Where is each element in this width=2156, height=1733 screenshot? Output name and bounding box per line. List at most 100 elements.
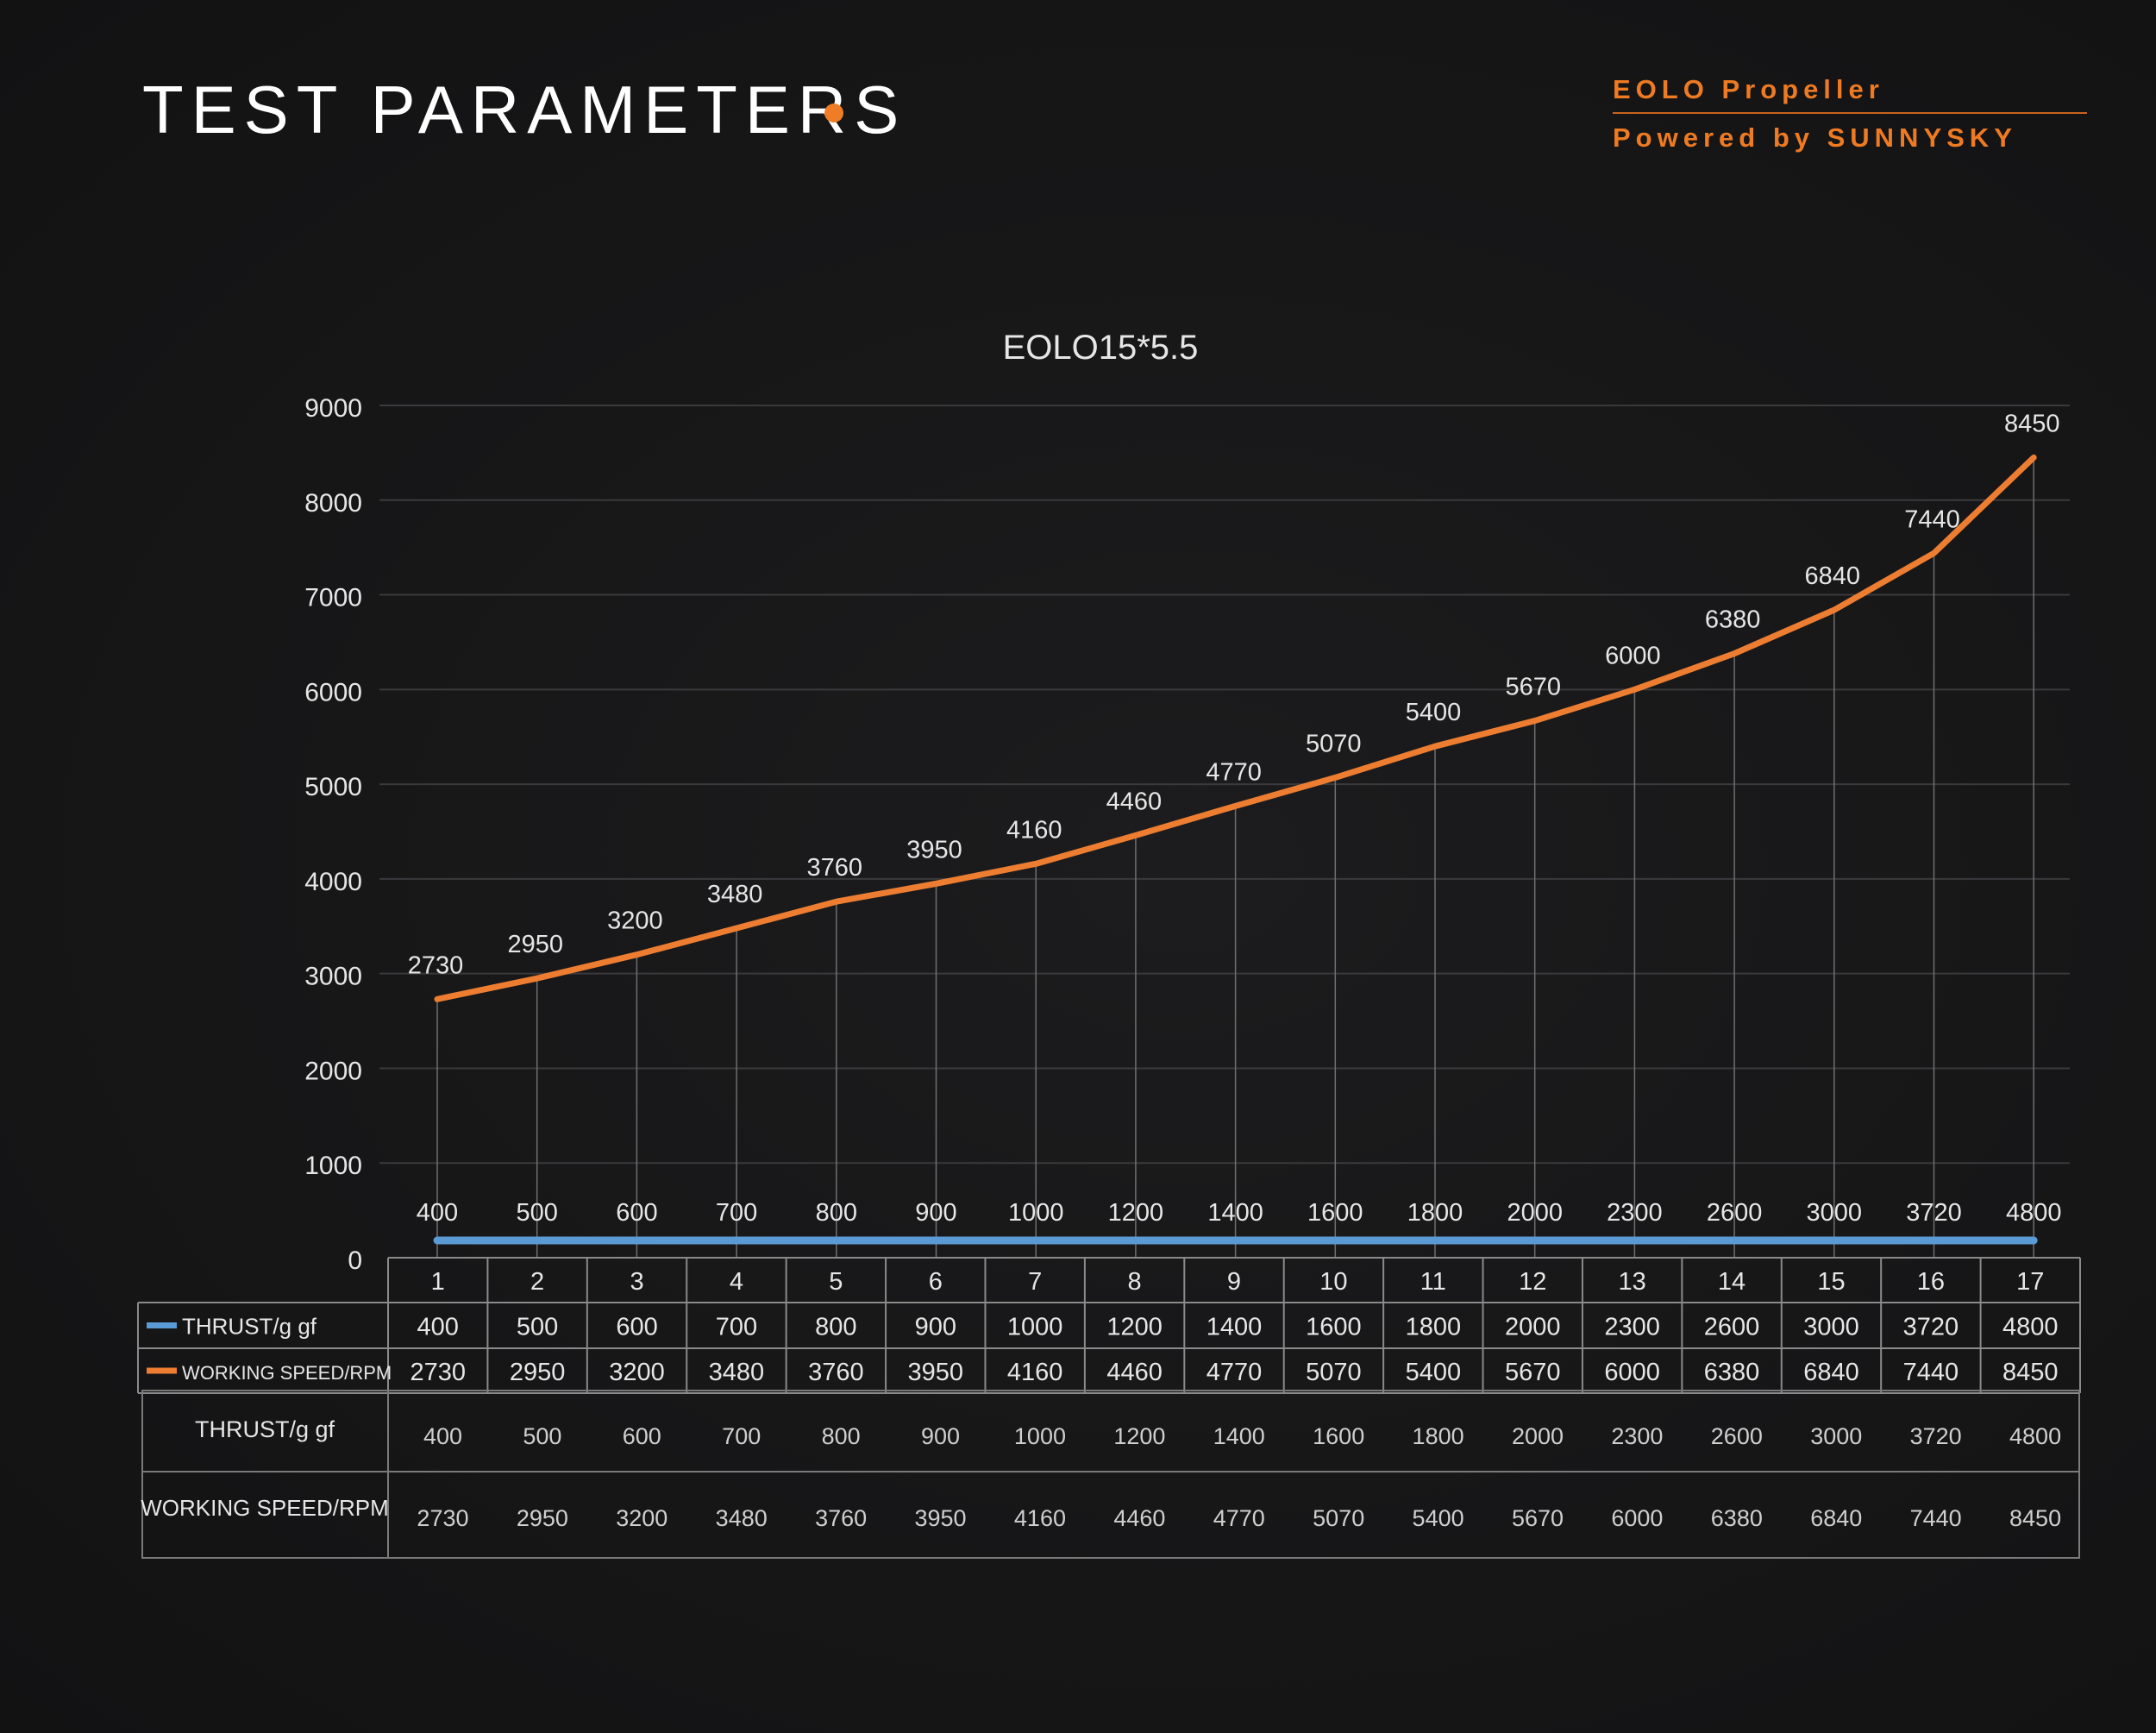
summary-cell: 3950 <box>914 1505 966 1531</box>
y-tick-label: 7000 <box>304 584 362 612</box>
summary-row-label: THRUST/g gf <box>195 1416 335 1442</box>
data-label-speed: 5670 <box>1505 674 1561 701</box>
summary-cell: 7440 <box>1910 1505 1962 1531</box>
data-point-speed <box>536 977 538 980</box>
table-cell: 3200 <box>609 1359 665 1386</box>
data-point-thrust <box>2033 1240 2035 1241</box>
table-cell: 6840 <box>1803 1359 1859 1386</box>
summary-cell: 3760 <box>815 1505 867 1531</box>
table-series-label: THRUST/g gf <box>182 1314 317 1340</box>
data-point-speed <box>1134 834 1137 837</box>
data-label-thrust: 600 <box>616 1199 657 1227</box>
table-category: 8 <box>1128 1268 1142 1296</box>
table-cell: 2950 <box>510 1359 566 1386</box>
table-cell: 3720 <box>1903 1314 1959 1341</box>
table-cell: 700 <box>716 1314 757 1341</box>
data-point-speed <box>1733 652 1736 655</box>
summary-cell: 5400 <box>1413 1505 1464 1531</box>
table-cell: 600 <box>616 1314 657 1341</box>
y-tick-label: 0 <box>348 1246 362 1275</box>
data-point-speed <box>1434 745 1436 748</box>
table-cell: 1400 <box>1206 1314 1263 1341</box>
table-category: 9 <box>1227 1268 1241 1296</box>
data-label-thrust: 1400 <box>1207 1199 1263 1227</box>
table-cell: 900 <box>915 1314 956 1341</box>
data-point-speed <box>1234 805 1237 807</box>
summary-table-frame <box>141 1390 2080 1559</box>
table-series-label: WORKING SPEED/RPM <box>182 1362 392 1384</box>
data-point-thrust <box>1533 1240 1536 1241</box>
table-cell: 400 <box>417 1314 459 1341</box>
data-label-thrust: 700 <box>716 1199 757 1227</box>
summary-cell: 4160 <box>1014 1505 1066 1531</box>
y-tick-label: 8000 <box>304 489 362 518</box>
data-point-speed <box>2033 456 2035 459</box>
data-label-speed: 4160 <box>1006 816 1062 844</box>
summary-cell: 1400 <box>1213 1423 1265 1449</box>
summary-cell: 600 <box>623 1423 661 1449</box>
data-label-speed: 3950 <box>906 836 962 863</box>
table-cell: 1200 <box>1106 1314 1163 1341</box>
data-label-speed: 2730 <box>408 951 464 979</box>
data-point-thrust <box>835 1240 837 1241</box>
table-category: 7 <box>1028 1268 1042 1296</box>
data-label-speed: 3480 <box>707 881 763 908</box>
data-point-speed <box>1833 609 1835 612</box>
data-label-thrust: 500 <box>517 1199 558 1227</box>
table-category: 2 <box>530 1268 544 1296</box>
table-category: 14 <box>1718 1268 1745 1296</box>
table-category: 3 <box>630 1268 643 1296</box>
summary-cell: 500 <box>523 1423 561 1449</box>
table-cell: 1600 <box>1306 1314 1362 1341</box>
data-label-speed: 6840 <box>1805 562 1861 590</box>
data-label-thrust: 4800 <box>2006 1199 2062 1227</box>
data-label-thrust: 3000 <box>1807 1199 1863 1227</box>
summary-cell: 5070 <box>1313 1505 1364 1531</box>
data-label-layer: 400 500 600 700 800 900 1000 1200 1400 1600 1800 20… <box>408 410 2062 1227</box>
summary-cell: 1200 <box>1113 1423 1165 1449</box>
table-cell: 5400 <box>1406 1359 1462 1386</box>
table-cell: 500 <box>517 1314 558 1341</box>
data-point-thrust <box>636 1240 638 1241</box>
data-label-speed: 5070 <box>1306 730 1362 757</box>
data-point-speed <box>1035 863 1037 865</box>
data-label-speed: 7440 <box>1904 505 1960 533</box>
data-label-speed: 8450 <box>2004 410 2060 437</box>
table-cell: 3000 <box>1803 1314 1859 1341</box>
data-point-thrust <box>1234 1240 1237 1241</box>
y-tick-label: 6000 <box>304 678 362 706</box>
table-cell: 2000 <box>1505 1314 1561 1341</box>
data-label-thrust: 2000 <box>1507 1199 1563 1227</box>
y-tick-label: 3000 <box>304 963 362 991</box>
table-category: 17 <box>2016 1268 2044 1296</box>
y-tick-label: 4000 <box>304 868 362 896</box>
table-category: 12 <box>1519 1268 1546 1296</box>
y-tick-label: 1000 <box>304 1152 362 1180</box>
data-point-speed <box>736 926 738 929</box>
summary-cell: 900 <box>921 1423 960 1449</box>
data-point-thrust <box>1035 1240 1037 1241</box>
data-point-thrust <box>1633 1240 1636 1241</box>
table-category: 13 <box>1619 1268 1646 1296</box>
data-point-thrust <box>1933 1240 1935 1241</box>
brand-tagline: Powered by SUNNYSKY <box>1613 122 2017 153</box>
data-point-speed <box>1334 776 1337 779</box>
data-point-thrust <box>736 1240 738 1241</box>
summary-cell: 800 <box>822 1423 861 1449</box>
data-label-thrust: 2300 <box>1607 1199 1663 1227</box>
data-label-thrust: 800 <box>816 1199 857 1227</box>
summary-cell: 2300 <box>1611 1423 1663 1449</box>
brand-name: EOLO Propeller <box>1613 74 1884 104</box>
y-tick-label: 2000 <box>304 1057 362 1085</box>
data-label-thrust: 1800 <box>1407 1199 1463 1227</box>
summary-cell: 1800 <box>1413 1423 1464 1449</box>
data-point-speed <box>835 901 837 903</box>
table-category: 10 <box>1319 1268 1347 1296</box>
summary-cell: 2950 <box>517 1505 568 1531</box>
data-label-speed: 2950 <box>507 931 563 958</box>
data-label-thrust: 1000 <box>1008 1199 1064 1227</box>
y-tick-label: 5000 <box>304 773 362 801</box>
table-cell: 2300 <box>1604 1314 1660 1341</box>
